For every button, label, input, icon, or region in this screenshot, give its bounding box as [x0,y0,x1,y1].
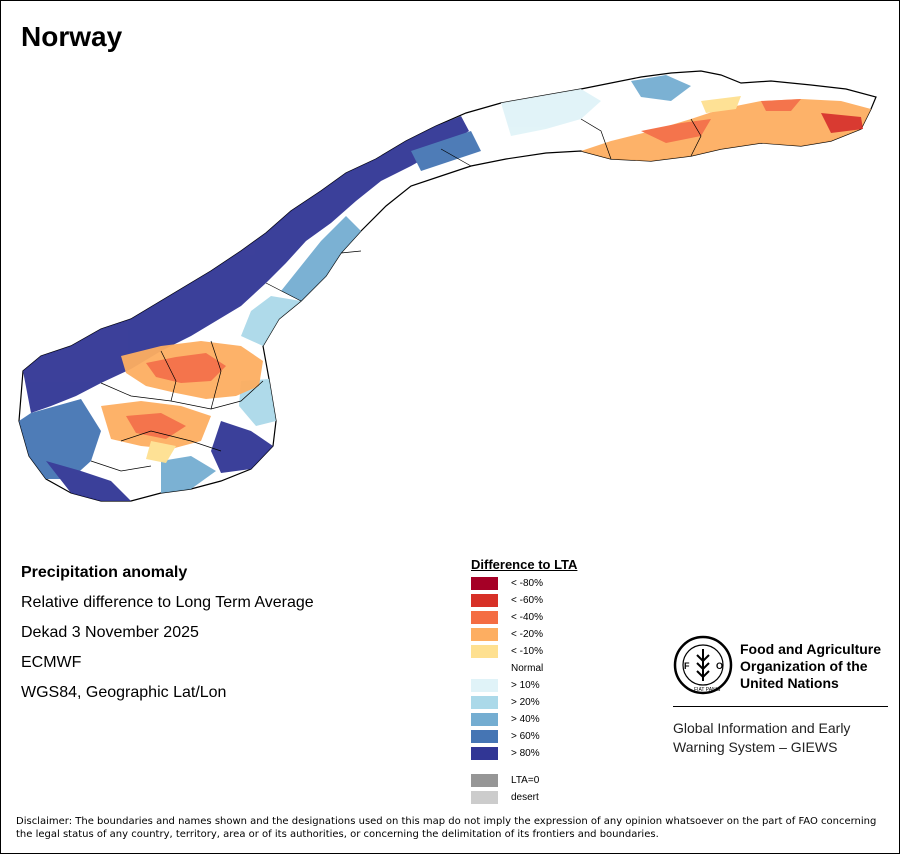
legend-swatch [471,645,498,658]
legend-label: Normal [511,663,544,674]
legend-item: > 20% [471,695,631,712]
legend-item: > 80% [471,746,631,763]
fao-name-line: Organization of the [740,658,868,674]
fao-logo-letter: O [716,661,723,671]
legend-label: LTA=0 [511,775,540,786]
dry-anomaly-cells [101,96,871,463]
county-borders [90,118,702,472]
divider [673,706,888,707]
legend-swatch [471,730,498,743]
fao-logo-letter: F [684,661,690,671]
wet-anomaly-cells [19,75,691,501]
legend-item: < -80% [471,576,631,593]
legend-item: < -10% [471,644,631,661]
disclaimer: Disclaimer: The boundaries and names sho… [16,816,877,840]
legend-item: < -20% [471,627,631,644]
legend-swatch [471,679,498,692]
info-line-4: WGS84, Geographic Lat/Lon [21,684,227,701]
legend-swatch [471,662,498,675]
legend-swatch [471,628,498,641]
map-info: Precipitation anomaly Relative differenc… [21,563,314,713]
fao-name-line: United Nations [740,675,839,691]
legend-label: > 80% [511,748,540,759]
legend-item: > 10% [471,678,631,695]
legend-label: < -10% [511,646,543,657]
legend: Difference to LTA < -80% < -60% < -40% <… [471,557,631,807]
legend-title: Difference to LTA [471,557,578,572]
legend-label: < -20% [511,629,543,640]
legend-label: > 20% [511,697,540,708]
legend-item: > 60% [471,729,631,746]
legend-label: > 10% [511,680,540,691]
legend-swatch [471,774,498,787]
legend-item-lta-zero: LTA=0 [471,773,631,790]
fao-logo-motto: FIAT PANIS [694,687,721,693]
map-title: Norway [21,21,123,52]
legend-item-desert: desert [471,790,631,807]
fao-name: Food and Agriculture Organization of the… [740,641,881,692]
info-heading: Precipitation anomaly [21,564,188,581]
info-line-1: Relative difference to Long Term Average [21,594,314,611]
info-line-3: ECMWF [21,654,82,671]
legend-item: > 40% [471,712,631,729]
legend-label: desert [511,792,539,803]
legend-item: < -60% [471,593,631,610]
legend-swatch [471,594,498,607]
legend-label: < -80% [511,578,543,589]
legend-swatch [471,713,498,726]
legend-swatch [471,791,498,804]
legend-swatch [471,577,498,590]
legend-swatch [471,611,498,624]
giews-line: Warning System – GIEWS [673,739,838,755]
legend-label: > 60% [511,731,540,742]
norway-map [18,70,877,502]
legend-swatch [471,696,498,709]
legend-label: < -60% [511,595,543,606]
giews-line: Global Information and Early [673,720,851,736]
legend-label: > 40% [511,714,540,725]
legend-item: Normal [471,661,631,678]
legend-swatch [471,747,498,760]
fao-logo-icon: F O FIAT PANIS [673,635,733,695]
fao-name-line: Food and Agriculture [740,641,882,657]
legend-item: < -40% [471,610,631,627]
legend-label: < -40% [511,612,543,623]
giews-name: Global Information and Early Warning Sys… [673,719,850,757]
info-line-2: Dekad 3 November 2025 [21,624,199,641]
